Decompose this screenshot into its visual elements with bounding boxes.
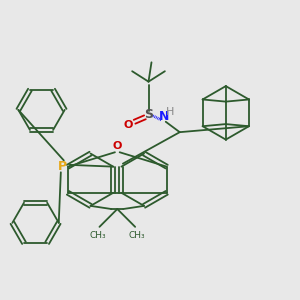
Text: O: O [124,120,133,130]
Text: CH₃: CH₃ [128,231,145,240]
Text: CH₃: CH₃ [90,231,106,240]
Text: S: S [144,108,153,121]
Text: P: P [58,160,67,173]
Text: H: H [166,107,174,117]
Text: O: O [112,141,122,151]
Text: N: N [159,110,169,123]
